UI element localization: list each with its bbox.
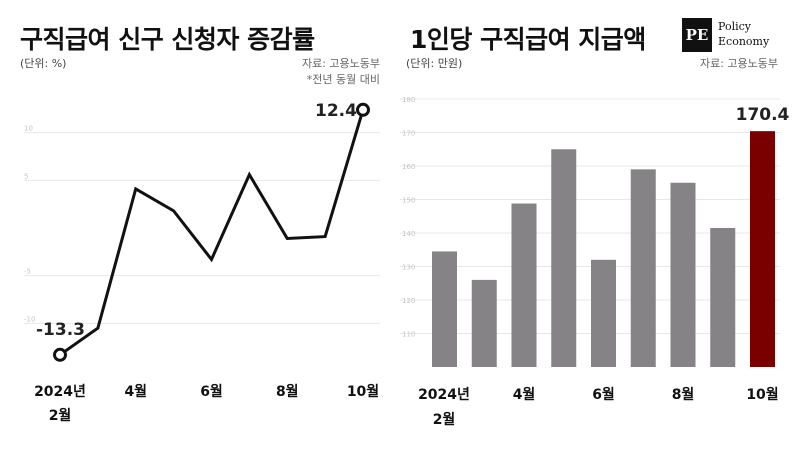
x-tick-label: 8월 [672,386,695,403]
bar [432,251,457,367]
y-tick-label: -5 [24,268,31,276]
bar [630,169,656,367]
bar [710,227,736,367]
line-chart: 10 5 -5 -10-13.3 12.4 2024년 4월 6월 8월 10월 2월 [24,101,380,424]
right-source-text: 자료: 고용노동부 [699,57,778,70]
y-tick-label: 160 [402,163,415,171]
right-unit-label: (단위: 만원) [406,57,463,70]
y-tick-label: 130 [402,264,415,272]
series-line [59,109,365,357]
bar [471,279,497,367]
y-tick-label: 120 [402,297,415,305]
x-tick-label: 6월 [200,383,223,400]
logo-mark: PE [682,18,712,52]
logo-line-1: Policy [718,20,751,33]
left-note-text: *전년 동월 대비 [306,73,380,86]
left-chart-title: 구직급여 신구 신청자 증감률 [20,25,315,54]
x-tick-label: 2024년 [418,387,470,403]
bar-chart: 180 170 160 150 140 130 120 110 170.4 2024년 4월 6월 8월… [400,96,790,428]
logo-line-2: Economy [718,35,770,48]
y-tick-label: 180 [402,96,415,104]
x-tick-label: 10월 [746,386,778,403]
left-chart-panel: 10 5 -5 -10 -13.3 12.4 2024년 4월 6월 8월 10월 2월 구직급여 신… [20,25,380,424]
x-tick-label: 2024년 [34,384,86,400]
x-tick-label: 6월 [592,386,615,403]
right-chart-panel: 180 170 160 150 140 130 120 110 170.4 2024년 4월 6월 8월… [400,0,800,450]
y-tick-label: 5 [24,172,28,180]
bar [591,259,616,367]
bar [551,149,577,367]
x-tick-label: 8월 [276,383,299,400]
data-label: 170.4 [736,105,790,125]
bar [670,182,696,367]
bar [511,203,537,367]
bar [750,131,775,367]
x-tick-sublabel: 2월 [49,407,72,424]
data-point-marker [356,102,370,117]
y-tick-label: 140 [402,230,415,238]
policy-economy-logo: PE Policy Economy [682,18,778,54]
y-tick-label: 110 [402,331,415,339]
y-tick-label: 170 [402,130,415,138]
right-chart-title: 1인당 구직급여 지급액 [410,25,646,54]
logo-wordmark: Policy Economy [718,19,769,49]
y-tick-label: 10 [24,125,33,133]
x-tick-label: 4월 [124,383,147,400]
left-unit-label: (단위: %) [20,57,67,70]
data-point-marker [53,347,67,362]
y-tick-label: -10 [24,315,35,323]
data-label: -13.3 [36,320,85,340]
y-tick-label: 150 [402,197,415,205]
x-tick-label: 10월 [347,383,379,400]
left-source-text: 자료: 고용노동부 [301,57,380,70]
data-label: 12.4 [315,101,357,121]
x-tick-label: 4월 [513,386,536,403]
x-tick-sublabel: 2월 [433,411,456,428]
